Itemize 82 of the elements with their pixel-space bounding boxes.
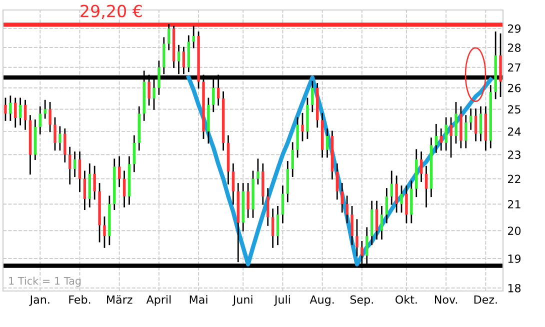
candlestick (24, 100, 27, 130)
candlestick (192, 26, 195, 48)
candlestick (444, 117, 448, 151)
candlestick (464, 115, 468, 148)
x-tick-label: Aug. (310, 296, 334, 306)
candlestick (346, 196, 348, 224)
candlestick (93, 166, 96, 200)
candlestick (73, 152, 76, 177)
candlestick (291, 142, 294, 177)
x-tick-label: Dez. (474, 296, 497, 304)
y-tick-label: 24 (508, 127, 521, 136)
candlestick (405, 186, 408, 224)
candlestick (256, 158, 260, 184)
y-tick-label: 29 (508, 24, 521, 33)
candlestick (271, 208, 274, 248)
y-tick-label: 22 (508, 174, 520, 183)
candlestick (64, 128, 66, 162)
candlestick (68, 146, 72, 184)
x-tick-label: April (146, 295, 171, 306)
x-tick-label: Jan. (29, 296, 50, 306)
candlestick (350, 206, 354, 246)
candlestick (336, 163, 339, 200)
x-tick-label: Feb. (69, 295, 90, 304)
candlestick (132, 135, 136, 172)
candlestick (454, 102, 458, 144)
candlestick (266, 188, 270, 226)
candlestick (400, 186, 403, 213)
candlestick (4, 98, 7, 121)
candlestick (18, 98, 22, 126)
candlestick (385, 188, 388, 224)
candlestick (326, 128, 329, 158)
y-tick-label: 27 (508, 63, 520, 72)
y-tick-label: 28 (508, 44, 521, 52)
y-tick-label: 20 (508, 226, 521, 236)
x-tick-label: Okt. (396, 295, 417, 304)
candlestick (118, 156, 121, 187)
x-tick-label: März (107, 295, 132, 304)
candlestick (83, 170, 86, 210)
candlestick (434, 124, 438, 153)
candlestick (9, 96, 12, 121)
y-tick-label: 21 (508, 200, 520, 208)
candlestick (14, 98, 17, 128)
candlestick (311, 80, 314, 112)
x-tick-label: Juli (274, 295, 290, 306)
candlestick (424, 166, 428, 208)
candlestick (479, 106, 482, 142)
candlestick (54, 117, 56, 151)
candlestick (474, 108, 478, 142)
candlestick (281, 186, 284, 224)
candlestick (232, 163, 235, 205)
candlestick (340, 183, 344, 213)
candlestick (246, 183, 250, 218)
candlestick (469, 108, 472, 130)
candlestick (167, 24, 170, 50)
x-tick-label: Juni (232, 295, 252, 306)
x-tick-label: Nov. (434, 296, 458, 304)
candlestick (276, 206, 280, 246)
candlestick (440, 128, 442, 151)
x-tick-label: Mai (190, 295, 208, 304)
candlestick (122, 170, 126, 208)
y-tick-label: 26 (508, 84, 521, 92)
candlestick (301, 112, 304, 142)
candlestick (390, 170, 393, 205)
candlestick (450, 117, 452, 158)
candlestick (78, 152, 82, 192)
candlestick (58, 126, 62, 151)
candlestick (420, 152, 423, 182)
y-tick-label: 25 (508, 105, 520, 114)
ref-line-label: 29,20 € (80, 4, 142, 20)
y-tick-label: 18 (508, 284, 521, 292)
candlestick (103, 216, 106, 248)
candlestick (375, 200, 378, 240)
candlestick (44, 100, 46, 119)
y-tick-label: 23 (508, 150, 520, 159)
candlestick (356, 219, 358, 256)
annotation: 1 Tick = 1 Tag (9, 276, 81, 287)
candlestick (395, 176, 398, 213)
y-tick-label: 19 (508, 254, 521, 263)
candlestick (48, 102, 52, 132)
candlestick (38, 106, 42, 134)
x-tick-label: Sep. (350, 295, 373, 306)
candlestick (380, 206, 384, 240)
